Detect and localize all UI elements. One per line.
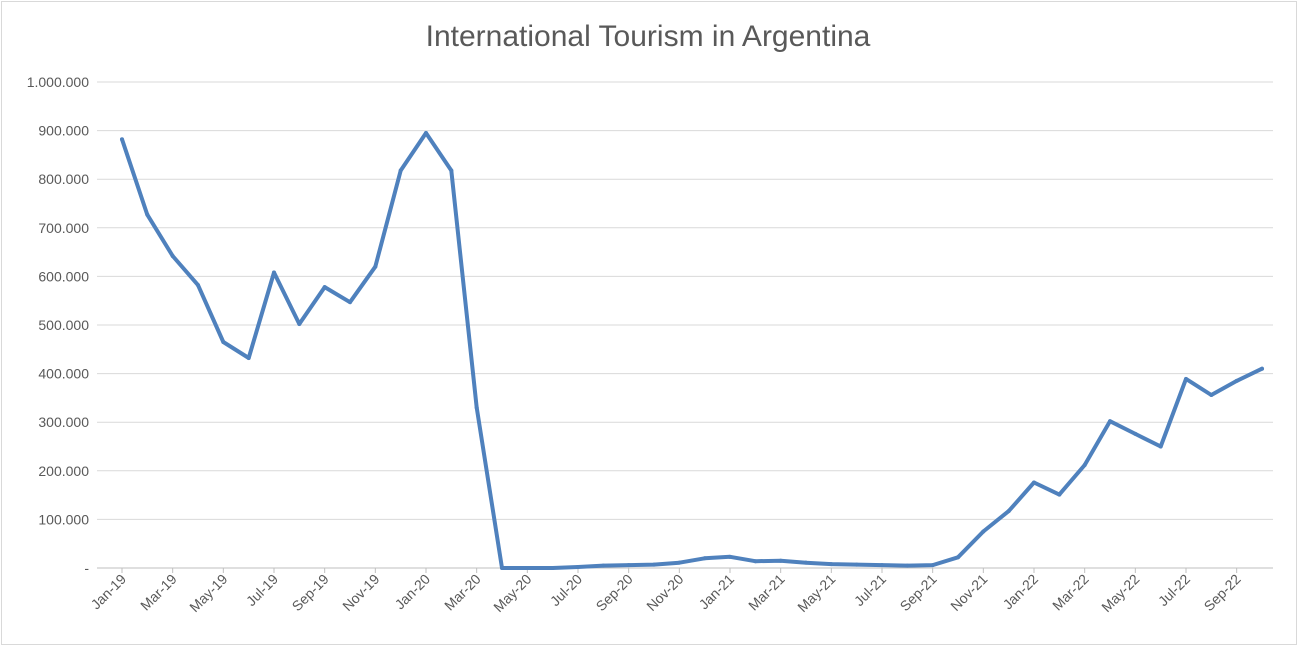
data-point — [880, 563, 884, 568]
data-point — [474, 405, 479, 410]
data-point — [753, 559, 758, 564]
data-point — [550, 566, 555, 570]
data-point — [1057, 492, 1062, 497]
y-tick-label: 700.000 — [38, 220, 89, 236]
y-tick-label: - — [84, 560, 89, 576]
data-point — [424, 131, 428, 136]
data-point — [576, 565, 580, 570]
y-tick-label: 800.000 — [38, 171, 89, 187]
y-tick-label: 400.000 — [38, 366, 89, 382]
y-axis-tick-labels: - 100.000 200.000 300.000 400.000 500.000 600.… — [27, 74, 90, 576]
data-point — [196, 283, 200, 288]
x-tick-label: Jan-21 — [696, 571, 738, 613]
data-point — [322, 285, 327, 290]
data-point — [601, 563, 606, 568]
x-tick-label: Sep-22 — [1201, 571, 1244, 614]
y-tick-label: 1.000.000 — [27, 74, 89, 90]
data-point — [677, 560, 682, 565]
y-tick-label: 300.000 — [38, 414, 89, 430]
data-point — [1108, 419, 1112, 424]
data-point — [1133, 431, 1138, 436]
data-point — [854, 562, 859, 567]
x-tick-label: Mar-20 — [441, 571, 484, 614]
data-point — [373, 264, 378, 269]
y-tick-label: 600.000 — [38, 268, 89, 284]
data-point — [170, 253, 175, 258]
data-point — [626, 563, 631, 568]
x-tick-label: Sep-19 — [289, 571, 332, 614]
x-tick-label: May-20 — [490, 571, 534, 615]
data-point — [221, 340, 226, 345]
series-layer — [120, 131, 1264, 570]
data-point — [702, 556, 707, 561]
y-tick-label: 900.000 — [38, 123, 89, 139]
x-tick-label: Mar-22 — [1049, 571, 1092, 614]
data-point — [500, 566, 504, 570]
chart-title: International Tourism in Argentina — [425, 20, 871, 53]
data-point — [297, 322, 302, 327]
x-tick-label: Sep-21 — [897, 571, 940, 614]
data-point — [1082, 462, 1087, 467]
x-tick-label: Nov-20 — [643, 571, 686, 614]
data-point — [930, 563, 935, 568]
x-tick-label: Nov-19 — [339, 571, 382, 614]
y-tick-label: 200.000 — [38, 463, 89, 479]
x-tick-label: Jan-22 — [1000, 571, 1042, 613]
data-point — [525, 566, 530, 570]
data-point — [956, 555, 960, 560]
x-tick-label: Jul-20 — [547, 571, 585, 609]
x-tick-label: Mar-21 — [745, 571, 788, 614]
data-point — [728, 554, 732, 559]
data-point — [804, 560, 808, 565]
data-point — [1184, 376, 1188, 381]
gridlines — [97, 81, 1273, 569]
x-tick-label: Jul-21 — [851, 571, 889, 609]
data-point — [120, 137, 124, 142]
x-tick-label: Jul-19 — [243, 571, 281, 609]
data-point — [905, 563, 910, 568]
x-tick-label: Jul-22 — [1155, 571, 1193, 609]
x-tick-label: Mar-19 — [137, 571, 180, 614]
data-point — [272, 270, 276, 275]
x-tick-label: May-21 — [794, 571, 838, 615]
data-point — [829, 562, 834, 567]
x-tick-label: Nov-21 — [947, 571, 990, 614]
y-tick-label: 500.000 — [38, 317, 89, 333]
x-tick-label: May-19 — [186, 571, 230, 615]
data-point — [1158, 444, 1163, 449]
data-point — [1234, 378, 1239, 383]
data-point — [398, 168, 403, 173]
x-tick-label: May-22 — [1098, 571, 1142, 615]
data-point — [652, 562, 656, 567]
data-point — [1032, 480, 1036, 485]
data-point — [981, 529, 986, 534]
data-point — [778, 558, 783, 563]
data-point — [145, 212, 150, 217]
data-point — [449, 168, 454, 173]
series-line — [120, 131, 1264, 570]
data-point — [348, 300, 352, 305]
x-tick-label: Sep-20 — [593, 571, 636, 614]
x-tick-label: Jan-20 — [392, 571, 434, 613]
data-point — [246, 356, 251, 361]
y-tick-label: 100.000 — [38, 511, 89, 527]
data-point — [1006, 509, 1011, 514]
x-axis-tick-labels: Jan-19 Mar-19 May-19 Jul-19 Sep-19 Nov-19 Jan-… — [88, 568, 1244, 615]
data-point — [1209, 392, 1214, 397]
x-tick-label: Jan-19 — [88, 571, 130, 613]
data-point — [1260, 366, 1264, 371]
